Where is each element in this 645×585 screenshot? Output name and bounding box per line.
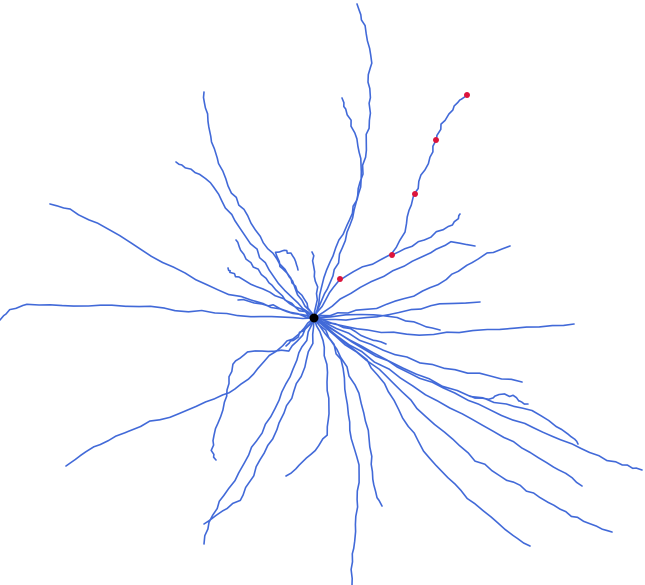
dendrite-branch xyxy=(313,94,468,319)
dendrite-branch xyxy=(313,245,511,319)
dendrite-branch xyxy=(469,393,529,405)
dendrite-branch xyxy=(313,317,643,471)
dendrite-branch xyxy=(313,317,387,345)
dendrite-branch xyxy=(313,317,613,533)
dendrite-branch xyxy=(175,161,315,319)
dendrite-branch xyxy=(285,317,315,347)
dendrite-branch xyxy=(313,317,383,507)
dendrite-branch xyxy=(274,249,315,319)
dendrite-branch xyxy=(203,317,315,525)
soma-layer xyxy=(309,313,319,323)
dendrite-branch xyxy=(313,317,360,585)
marker-point xyxy=(464,92,470,98)
dendrite-branch xyxy=(0,303,315,321)
dendrite-branch xyxy=(235,239,315,319)
dendrite-branch xyxy=(210,317,315,461)
dendrite-branch xyxy=(49,203,315,319)
dendrite-branch xyxy=(313,317,523,383)
dendrite-branch xyxy=(313,317,579,445)
dendrite-branch xyxy=(313,240,476,319)
marker-points xyxy=(337,92,470,282)
marker-point xyxy=(389,252,395,258)
dendrite-branch xyxy=(313,301,481,321)
dendrite-branch xyxy=(391,213,461,256)
marker-point xyxy=(433,137,439,143)
dendrite-branch xyxy=(65,317,315,467)
dendrite-branch xyxy=(313,97,363,319)
dendrite-branch xyxy=(237,298,315,319)
marker-point xyxy=(337,276,343,282)
dendrite-branch xyxy=(313,317,583,487)
dendrite-tree xyxy=(0,3,643,585)
soma-node xyxy=(309,313,319,323)
marker-point xyxy=(412,191,418,197)
dendrite-branch xyxy=(285,317,330,477)
dendrite-branch xyxy=(313,317,531,547)
dendrite-branch xyxy=(313,3,373,319)
dendrite-branch xyxy=(313,313,441,331)
dendrite-branch xyxy=(311,251,319,319)
dendrite-branch xyxy=(203,317,315,545)
dendrite-branch xyxy=(202,91,315,319)
dendrite-branch xyxy=(313,317,575,336)
